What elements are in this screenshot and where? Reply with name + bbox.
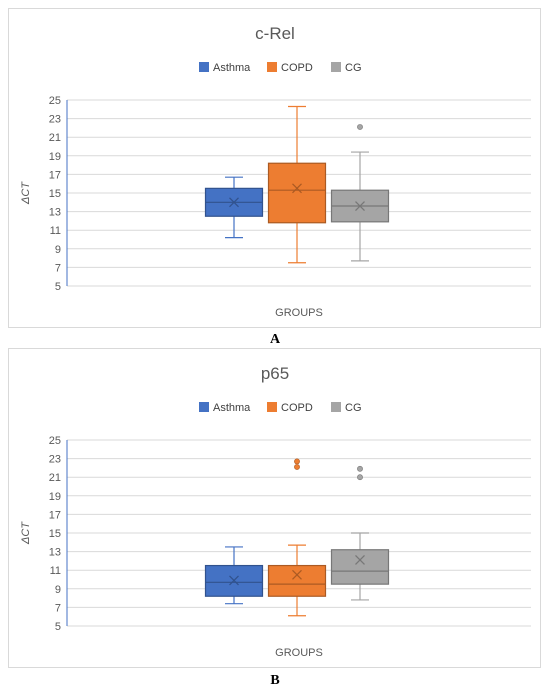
- c-rel-asthma-mean-marker-b: [229, 197, 239, 208]
- p65-title: p65: [261, 364, 289, 383]
- c-rel-legend-swatch-asthma: [199, 62, 209, 72]
- p65-ytick-7: 7: [55, 602, 61, 614]
- p65-ytick-21: 21: [49, 472, 61, 484]
- c-rel-legend-swatch-cg: [331, 62, 341, 72]
- panel-label-b: B: [270, 673, 280, 688]
- p65-ytick-5: 5: [55, 621, 61, 633]
- panel-label-a: A: [269, 332, 281, 347]
- p65-ytick-15: 15: [49, 528, 61, 540]
- p65-ytick-13: 13: [49, 547, 61, 559]
- c-rel-ytick-21: 21: [49, 132, 61, 144]
- chart-svg-c-rel: c-Rel Asthma COPD CG 5 7 9 11 13 15 17 19 21 23 25 ΔCT G…: [20, 24, 531, 319]
- p65-legend-label-copd: COPD: [281, 402, 313, 414]
- p65-cg-mean-marker-b: [355, 555, 365, 565]
- c-rel-title: c-Rel: [255, 24, 295, 43]
- p65-ytick-9: 9: [55, 584, 61, 596]
- chart-panel-c-rel: c-Rel Asthma COPD CG 5 7 9 11 13 15 17 19 21 23 25 ΔCT G…: [8, 8, 541, 328]
- c-rel-legend-label-asthma: Asthma: [213, 62, 251, 74]
- c-rel-ylabel: ΔCT: [20, 181, 32, 205]
- p65-ytick-17: 17: [49, 509, 61, 521]
- c-rel-cg-outlier-0: [357, 124, 363, 130]
- p65-copd-mean-marker-b: [292, 569, 302, 580]
- c-rel-copd-box: [267, 162, 327, 224]
- chart-svg-p65: p65 Asthma COPD CG 5 7 9 11 13 15 17 19 21 23 25 ΔCT GRO…: [20, 364, 531, 659]
- p65-legend-label-cg: CG: [345, 402, 362, 414]
- c-rel-legend-label-cg: CG: [345, 62, 362, 74]
- p65-copd-outlier-0: [294, 458, 300, 465]
- p65-ylabel: ΔCT: [20, 521, 32, 545]
- c-rel-ytick-5: 5: [55, 281, 61, 293]
- p65-legend-swatch-asthma: [199, 402, 209, 412]
- c-rel-ytick-17: 17: [49, 169, 61, 181]
- p65-asthma-mean-marker-b: [229, 575, 239, 586]
- c-rel-legend-swatch-copd: [267, 62, 277, 72]
- c-rel-ytick-13: 13: [49, 207, 61, 219]
- p65-copd-outlier-1: [294, 464, 300, 470]
- p65-legend-swatch-copd: [267, 402, 277, 412]
- c-rel-ytick-11: 11: [50, 225, 61, 237]
- c-rel-ytick-19: 19: [49, 151, 61, 163]
- c-rel-ytick-25: 25: [49, 95, 61, 107]
- c-rel-legend-label-copd: COPD: [281, 62, 313, 74]
- c-rel-ytick-9: 9: [55, 244, 61, 256]
- c-rel-ytick-15: 15: [49, 188, 61, 200]
- c-rel-cg-mean-marker-b: [355, 201, 365, 211]
- p65-cg-outlier-1: [357, 474, 363, 481]
- p65-cg-box: [330, 549, 390, 585]
- c-rel-copd-mean-marker-b: [292, 183, 302, 194]
- c-rel-ytick-7: 7: [55, 262, 61, 274]
- p65-ytick-23: 23: [49, 454, 61, 466]
- c-rel-ytick-23: 23: [49, 114, 61, 126]
- p65-copd-box: [267, 564, 327, 597]
- p65-xlabel: GROUPS: [275, 647, 323, 659]
- chart-panel-p65: p65 Asthma COPD CG 5 7 9 11 13 15 17 19 21 23 25 ΔCT GRO…: [8, 348, 541, 668]
- c-rel-xlabel: GROUPS: [275, 307, 323, 319]
- p65-legend-swatch-cg: [331, 402, 341, 412]
- p65-ytick-25: 25: [49, 435, 61, 447]
- p65-ytick-11: 11: [50, 565, 61, 577]
- p65-cg-outlier-0: [357, 465, 363, 472]
- p65-ytick-19: 19: [49, 491, 61, 503]
- p65-legend-label-asthma: Asthma: [213, 402, 251, 414]
